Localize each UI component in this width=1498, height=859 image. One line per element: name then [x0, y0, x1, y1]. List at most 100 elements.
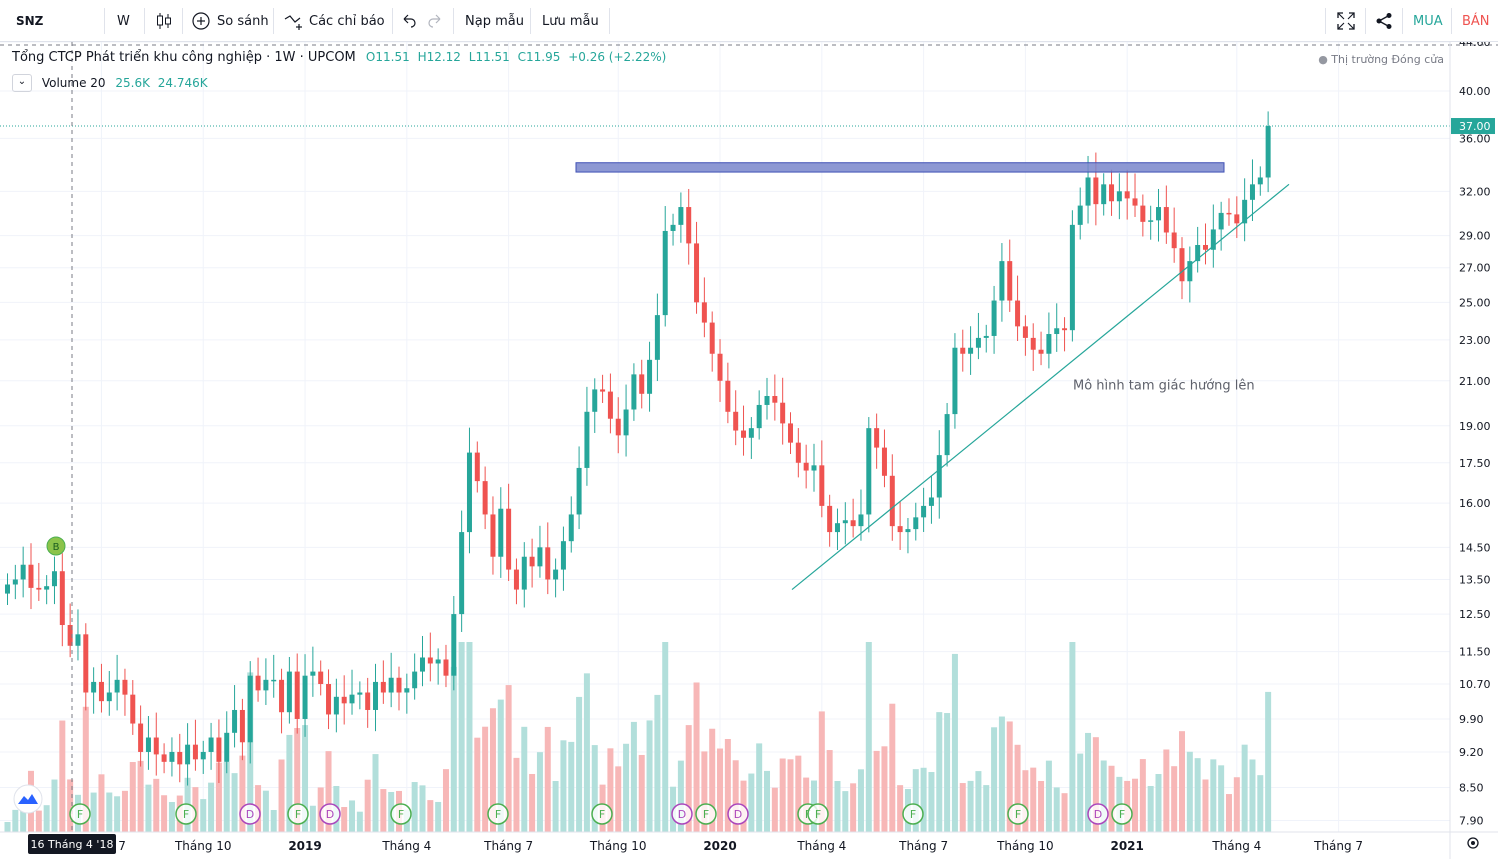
candle-body	[1054, 328, 1060, 335]
candle-body	[537, 547, 543, 567]
financial-event-marker	[1007, 803, 1029, 825]
candle-body	[357, 692, 363, 695]
candle-body	[44, 586, 50, 590]
candle-body	[1234, 214, 1240, 224]
volume-bar	[1171, 766, 1178, 832]
candle-body	[615, 418, 621, 436]
volume-bar	[1249, 759, 1256, 832]
candle-body	[1210, 229, 1216, 250]
interval-selector[interactable]: W	[117, 13, 130, 29]
candle-body	[952, 347, 958, 415]
volume-bar	[975, 771, 982, 832]
volume-bar	[724, 739, 731, 832]
volume-bar	[497, 699, 504, 832]
volume-bar	[529, 773, 536, 832]
time-tick-label: Tháng 4	[381, 839, 431, 853]
collapse-legend-button[interactable]: ⌄	[12, 74, 32, 92]
toolbar-divider	[1451, 8, 1452, 34]
toolbar-divider	[392, 8, 393, 34]
candle-body	[1163, 207, 1169, 233]
candle-body	[145, 737, 151, 752]
candle-body	[1101, 184, 1107, 205]
symbol-search[interactable]: SNZ	[16, 14, 44, 28]
volume-bar	[262, 790, 269, 832]
compare-label: So sánh	[217, 13, 269, 29]
volume-bar	[1265, 691, 1272, 832]
candle-body	[999, 261, 1005, 301]
change-value: +0.26 (+2.22%)	[568, 50, 667, 64]
volume-bar	[153, 778, 160, 832]
time-tick-label: Tháng 7	[1313, 839, 1363, 853]
volume-bar	[1045, 760, 1052, 832]
toolbar-divider	[182, 8, 183, 34]
price-tick-label: 16.00	[1459, 497, 1491, 510]
event-marker-label: F	[703, 808, 709, 821]
redo-button[interactable]	[426, 0, 444, 42]
volume-bar	[121, 790, 128, 832]
time-tick-label: Tháng 10	[589, 839, 647, 853]
candle-body	[1179, 248, 1185, 282]
candle-body	[623, 409, 629, 436]
fullscreen-button[interactable]	[1337, 0, 1355, 42]
buy-button[interactable]: MUA	[1413, 13, 1443, 29]
candle-body	[748, 428, 754, 438]
volume-bar	[959, 783, 966, 832]
indicators-button[interactable]: Các chỉ báo	[283, 0, 385, 42]
volume-bar	[701, 751, 708, 832]
candle-body	[576, 467, 582, 515]
volume-bar	[129, 762, 136, 832]
volume-bar	[920, 767, 927, 832]
candle-body	[5, 584, 10, 594]
candle-body	[639, 374, 645, 394]
volume-bar	[623, 743, 630, 832]
sell-button[interactable]: BÁN	[1462, 13, 1490, 29]
event-marker-label: D	[1094, 808, 1102, 821]
volume-bar	[513, 757, 520, 832]
candle-body	[1202, 244, 1208, 250]
price-tick-label: 36.00	[1459, 132, 1491, 145]
volume-bar	[435, 801, 442, 832]
candle-body	[326, 684, 332, 715]
volume-label: Volume 20	[41, 75, 106, 90]
financial-event-marker	[807, 803, 829, 825]
load-template-button[interactable]: Nạp mẫu	[465, 13, 524, 29]
undo-button[interactable]	[400, 0, 418, 42]
candle-body	[701, 302, 707, 323]
candle-body	[1022, 326, 1028, 338]
candle-body	[1249, 184, 1255, 200]
indicators-label: Các chỉ báo	[309, 13, 385, 29]
volume-bar	[834, 781, 841, 832]
share-button[interactable]	[1375, 0, 1393, 42]
volume-bar	[764, 770, 771, 832]
volume-bar	[1038, 781, 1045, 832]
candle-body	[98, 681, 104, 702]
time-tick-label: Tháng 10	[174, 839, 232, 853]
volume-bar	[583, 673, 590, 832]
dividend-event-marker	[727, 803, 749, 825]
annotation-text: Mô hình tam giác hướng lên	[1073, 378, 1255, 393]
save-template-button[interactable]: Lưu mẫu	[542, 13, 599, 29]
chart-type-button[interactable]	[155, 0, 173, 42]
candle-body	[341, 696, 347, 704]
candle-body	[944, 414, 950, 456]
volume-bar	[1132, 778, 1139, 832]
settings-gear-icon[interactable]	[1467, 837, 1479, 849]
volume-bar	[1147, 785, 1154, 832]
candle-body	[607, 391, 613, 419]
price-tick-label: 40.00	[1459, 85, 1491, 98]
volume-bar	[638, 754, 645, 832]
market-status: ● Thị trường Đóng cửa	[1318, 53, 1444, 66]
candle-body	[1242, 199, 1248, 224]
event-marker-label: F	[1119, 808, 1125, 821]
compare-button[interactable]: So sánh	[191, 0, 269, 42]
financial-event-marker	[695, 803, 717, 825]
price-chart[interactable]: Mô hình tam giác hướng lên B F F D F D F F F D F D F F…	[0, 42, 1498, 859]
volume-bar	[826, 750, 833, 832]
trendline	[791, 183, 1290, 591]
volume-bar	[991, 727, 998, 832]
market-status-label: Thị trường Đóng cửa	[1331, 53, 1444, 66]
candle-body	[1007, 261, 1013, 301]
volume-bar	[646, 720, 653, 832]
financial-event-marker	[902, 803, 924, 825]
time-tick-label: Tháng 4	[796, 839, 846, 853]
